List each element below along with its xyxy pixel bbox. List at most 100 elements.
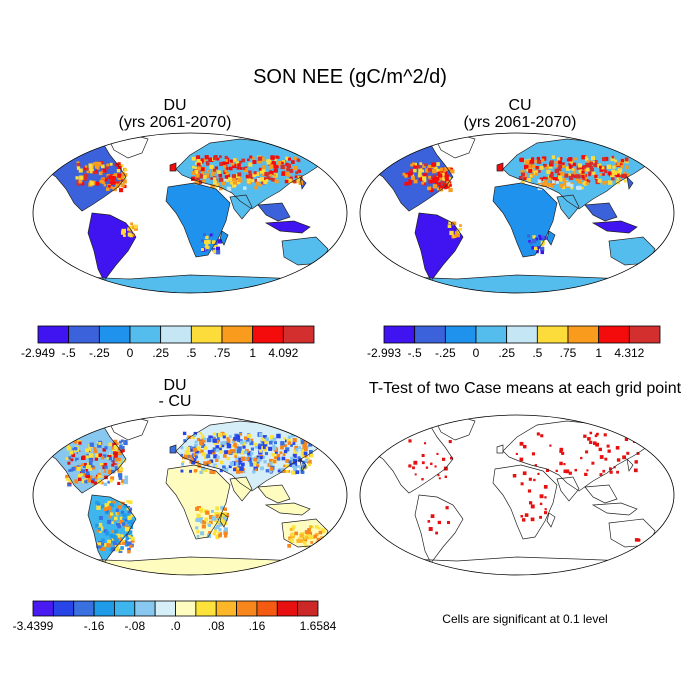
grid-cell	[585, 167, 590, 172]
grid-cell	[428, 164, 432, 168]
grid-cell	[445, 184, 450, 189]
grid-cell	[574, 468, 577, 472]
grid-cell	[215, 534, 220, 540]
grid-cells	[402, 155, 630, 255]
grid-cell	[127, 520, 131, 525]
grid-cell	[263, 180, 268, 185]
grid-cell	[264, 452, 268, 456]
grid-cell	[232, 177, 236, 182]
grid-cell	[120, 449, 124, 453]
grid-cell	[111, 446, 115, 450]
grid-cell	[524, 160, 530, 165]
grid-cell	[431, 162, 436, 167]
grid-cell	[88, 467, 93, 471]
grid-cell	[428, 175, 431, 179]
grid-cell	[559, 461, 563, 466]
grid-cell	[251, 179, 255, 183]
grid-cell	[242, 445, 246, 449]
land-antarctica	[367, 275, 667, 293]
grid-cell	[93, 449, 98, 454]
grid-cell	[81, 479, 86, 484]
grid-cell	[127, 547, 131, 552]
grid-cell	[109, 503, 114, 508]
coastline-seAsia	[257, 202, 291, 222]
colorbar-box	[628, 325, 661, 344]
grid-cell	[559, 447, 564, 452]
grid-cell	[602, 180, 607, 185]
grid-cell	[291, 525, 296, 529]
grid-cell	[607, 449, 611, 453]
land-antarctica	[40, 275, 340, 293]
grid-cell	[214, 512, 219, 517]
grid-cell	[247, 433, 252, 438]
grid-cell	[76, 465, 80, 468]
grid-cell	[214, 527, 217, 530]
grid-cell	[269, 173, 273, 177]
grid-cell	[76, 466, 81, 471]
land-seAsia	[585, 203, 617, 221]
grid-cell	[289, 168, 294, 173]
grid-cell	[214, 243, 219, 248]
grid-cell	[585, 473, 588, 476]
grid-cell	[219, 532, 223, 536]
grid-cell	[550, 160, 554, 165]
grid-cell	[535, 237, 538, 241]
grid-cell	[113, 445, 118, 450]
grid-cell	[221, 444, 225, 448]
grid-cell	[130, 536, 135, 541]
grid-cell	[555, 177, 560, 183]
grid-cell	[116, 169, 121, 173]
grid-cell	[570, 186, 574, 190]
grid-cell	[251, 156, 255, 160]
grid-cell	[534, 159, 538, 164]
grid-cell	[307, 459, 312, 465]
grid-cell	[122, 513, 127, 518]
coastline-uk	[169, 162, 177, 172]
grid-cell	[87, 478, 92, 483]
grid-cell	[523, 176, 527, 180]
globe-border	[359, 414, 675, 576]
grid-cell	[236, 167, 240, 170]
grid-cell	[232, 163, 237, 169]
grid-cell	[212, 432, 216, 436]
grid-cell	[66, 477, 69, 481]
grid-cell	[543, 236, 546, 240]
grid-cell	[111, 176, 116, 181]
grid-cell	[314, 525, 319, 529]
grid-cell	[634, 468, 638, 473]
grid-cell	[219, 444, 223, 448]
grid-cell	[253, 171, 257, 175]
grid-cell	[180, 453, 184, 457]
colorbar-box	[383, 325, 416, 344]
grid-cell	[561, 185, 566, 190]
grid-cell	[78, 477, 82, 481]
grid-cell	[121, 522, 126, 526]
grid-cell	[181, 462, 184, 466]
grid-cell	[113, 439, 118, 444]
grid-cell	[127, 530, 133, 535]
grid-cell	[79, 175, 84, 180]
grid-cells	[408, 431, 641, 542]
grid-cell	[95, 182, 99, 186]
colorbar-tick-label: -.25	[89, 346, 110, 360]
grid-cell	[108, 442, 112, 447]
grid-cell	[212, 531, 217, 536]
grid-cell	[192, 447, 197, 452]
coastline-madagascar	[219, 512, 229, 528]
grid-cell	[71, 453, 76, 458]
grid-cell	[543, 164, 547, 167]
grid-cell	[230, 161, 235, 166]
grid-cell	[562, 178, 566, 181]
grid-cell	[574, 157, 577, 161]
grid-cell	[196, 437, 201, 442]
grid-cell	[213, 177, 217, 181]
land-seAsia	[258, 485, 290, 503]
grid-cell	[97, 472, 101, 477]
grid-cell	[623, 171, 627, 176]
grid-cell	[555, 180, 559, 184]
grid-cell	[249, 460, 253, 464]
grid-cell	[616, 470, 619, 474]
grid-cell	[85, 473, 90, 479]
coastline-africa	[165, 182, 231, 258]
grid-cell	[117, 537, 122, 542]
